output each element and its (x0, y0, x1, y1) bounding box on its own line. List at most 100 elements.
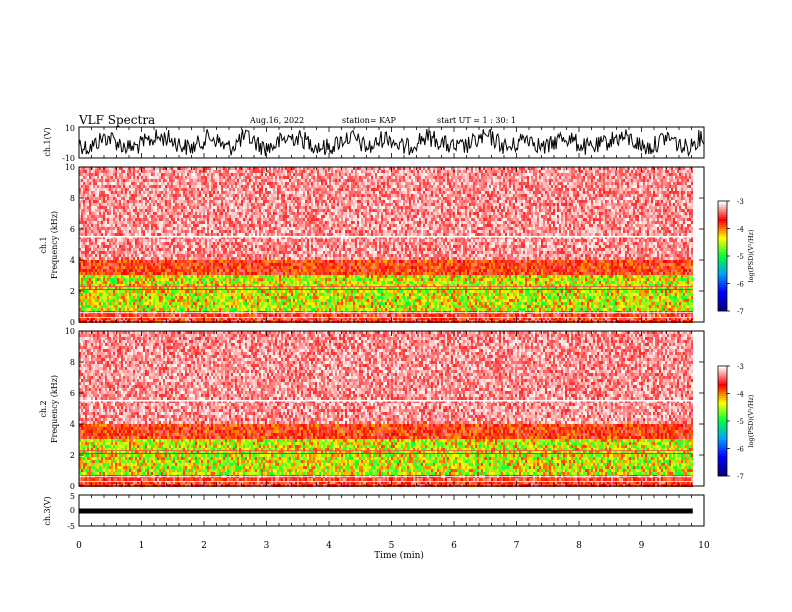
y-tick-label: 8 (70, 194, 75, 203)
colorbar-segment (718, 293, 727, 295)
spectrogram-column (531, 167, 533, 323)
spectrogram-column (201, 167, 203, 323)
spectrogram-column (377, 331, 379, 487)
spectrogram-column (373, 331, 375, 487)
spectrogram-column (209, 331, 211, 487)
colorbar-segment (718, 410, 727, 412)
spectrogram-column (409, 331, 411, 487)
spectrogram-column (337, 331, 339, 487)
spectrogram-column (181, 331, 183, 487)
spectrogram-column (601, 331, 603, 487)
spectrogram-column (551, 331, 553, 487)
spectrogram-column (679, 331, 681, 487)
spectrogram-column (349, 167, 351, 323)
spectrogram-column (687, 167, 689, 323)
spectrogram-column (253, 331, 255, 487)
spectrogram-column (691, 331, 693, 487)
spectrogram-column (241, 331, 243, 487)
spectrogram-column (371, 331, 373, 487)
spectrogram-column (221, 167, 223, 323)
spectrogram-column (307, 167, 309, 323)
spectrogram-column (159, 167, 161, 323)
spectrogram-column (599, 331, 601, 487)
colorbar-segment (718, 430, 727, 432)
spectrogram-column (469, 331, 471, 487)
spectrogram-column (219, 167, 221, 323)
spectrogram-column (619, 331, 621, 487)
spectrogram-column (587, 167, 589, 323)
spectrogram-column (533, 167, 535, 323)
spectrogram-column (631, 167, 633, 323)
spectrogram-column (623, 331, 625, 487)
spectrogram-column (519, 167, 521, 323)
spectrogram-column (217, 167, 219, 323)
spectrogram-column (489, 331, 491, 487)
spectrogram-column (97, 167, 99, 323)
spectrogram-column (517, 167, 519, 323)
spectrogram-column (489, 167, 491, 323)
spectrogram-column (563, 167, 565, 323)
spectrogram-column (501, 331, 503, 487)
spectrogram-column (163, 331, 165, 487)
spectrogram-column (589, 167, 591, 323)
spectrogram-column (367, 167, 369, 323)
spectrogram-column (663, 167, 665, 323)
spectrogram-column (101, 167, 103, 323)
spectrogram-column (287, 331, 289, 487)
spectrogram-column (211, 331, 213, 487)
spectrogram-column (485, 331, 487, 487)
spectrogram-column (617, 167, 619, 323)
colorbar-segment (718, 299, 727, 301)
spectrogram-column (305, 331, 307, 487)
spectrogram-column (147, 331, 149, 487)
colorbar-segment (718, 301, 727, 303)
spectrogram-column (157, 331, 159, 487)
ch1-frequency-ylabel: ch.1 Frequency (kHz) (39, 211, 59, 279)
ch3-waveform-ylabel: ch.3(V) (43, 496, 52, 525)
colorbar-segment (718, 382, 727, 384)
spectrogram-column (597, 331, 599, 487)
spectrogram-column (665, 331, 667, 487)
y-axis-label: Frequency (kHz) (50, 375, 59, 443)
spectrogram-column (641, 331, 643, 487)
spectrogram-column (153, 331, 155, 487)
spectrogram-column (371, 167, 373, 323)
spectrogram-column (373, 167, 375, 323)
spectrogram-column (365, 331, 367, 487)
spectrogram-column (329, 331, 331, 487)
spectrogram-column (293, 167, 295, 323)
colorbar-segment (718, 291, 727, 293)
spectrogram-column (197, 167, 199, 323)
spectrogram-column (379, 167, 381, 323)
spectrogram-column (265, 167, 267, 323)
spectrogram-column (593, 167, 595, 323)
spectrogram-column (263, 331, 265, 487)
spectrogram-column (523, 331, 525, 487)
spectrogram-column (239, 167, 241, 323)
spectrogram-column (627, 167, 629, 323)
spectrogram-column (99, 331, 101, 487)
spectrogram-column (187, 167, 189, 323)
colorbar-tick-label: -5 (737, 253, 744, 261)
spectrogram-column (325, 331, 327, 487)
spectrogram-column (667, 167, 669, 323)
spectrogram-column (137, 167, 139, 323)
spectrogram-column (577, 331, 579, 487)
spectrogram-column (369, 331, 371, 487)
spectrogram-column (245, 167, 247, 323)
spectrogram-column (83, 167, 85, 323)
colorbar-segment (718, 400, 727, 402)
spectrogram-column (645, 167, 647, 323)
spectrogram-column (463, 331, 465, 487)
spectrogram-column (143, 167, 145, 323)
spectrogram-column (405, 167, 407, 323)
colorbar-tick-label: -3 (737, 363, 744, 371)
spectrogram-column (271, 331, 273, 487)
spectrogram-column (555, 331, 557, 487)
spectrogram-column (395, 331, 397, 487)
spectrogram-column (641, 167, 643, 323)
colorbar-tick-label: -6 (737, 446, 744, 454)
spectrogram-column (487, 331, 489, 487)
spectrogram-column (687, 331, 689, 487)
colorbar-segment (718, 468, 727, 470)
